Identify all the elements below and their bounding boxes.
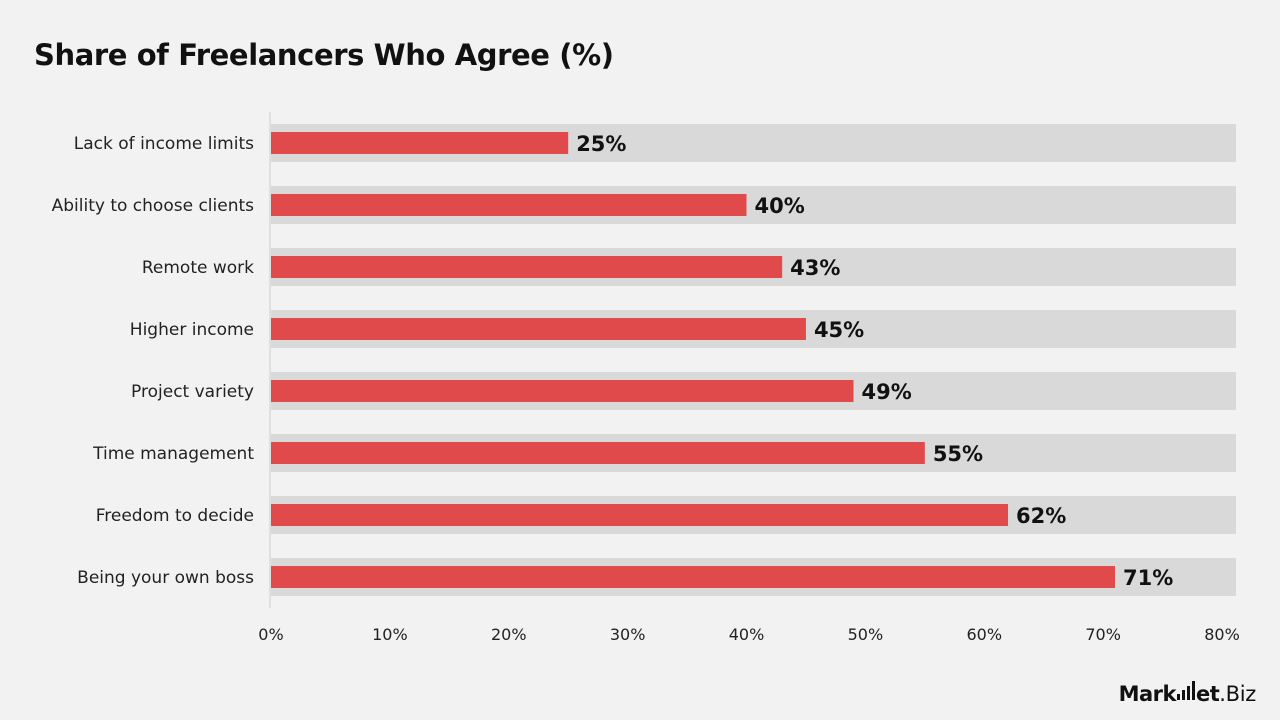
data-label: 49% [861,380,911,404]
category-label: Ability to choose clients [52,196,255,216]
data-label: 55% [933,442,983,466]
category-label: Time management [92,444,254,464]
bar [271,566,1116,588]
bar [271,132,569,154]
bar [271,380,854,402]
x-tick-label: 50% [848,625,884,644]
bar [271,504,1009,526]
category-label: Higher income [130,320,254,340]
x-tick-label: 20% [491,625,527,644]
category-label: Being your own boss [77,568,254,588]
logo-text-part1: Mark [1118,682,1177,706]
brand-logo: Mark et .Biz [1119,680,1256,706]
category-label: Lack of income limits [74,134,254,154]
data-label: 43% [790,256,840,280]
category-label: Remote work [142,258,254,278]
data-label: 62% [1016,504,1066,528]
x-tick-label: 10% [372,625,408,644]
data-label: 25% [576,132,626,156]
data-label: 40% [755,194,805,218]
data-label: 71% [1123,566,1173,590]
bar [271,318,806,340]
logo-bars-icon [1176,680,1195,700]
bar [271,442,925,464]
x-tick-label: 60% [966,625,1002,644]
bar [271,256,783,278]
x-tick-label: 30% [610,625,646,644]
category-label: Freedom to decide [96,506,254,526]
category-label: Project variety [131,382,254,402]
x-tick-label: 80% [1204,625,1240,644]
bar [271,194,747,216]
x-tick-label: 40% [729,625,765,644]
logo-text-part3: .Biz [1219,682,1256,706]
x-tick-label: 0% [258,625,283,644]
logo-text-part2: et [1195,682,1220,706]
x-tick-label: 70% [1085,625,1121,644]
data-label: 45% [814,318,864,342]
chart-title: Share of Freelancers Who Agree (%) [34,38,614,72]
